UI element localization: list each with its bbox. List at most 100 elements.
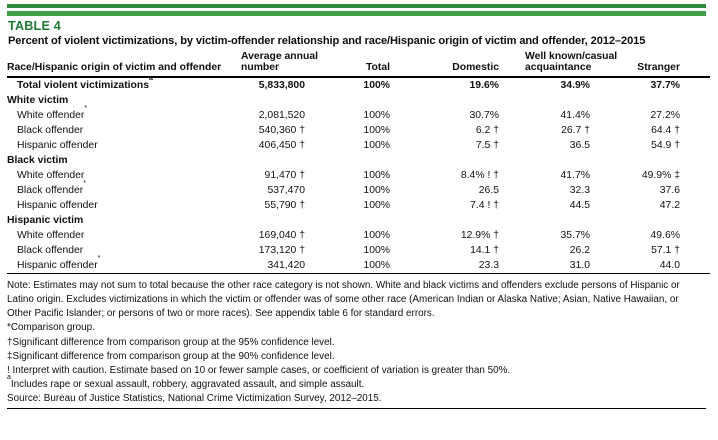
row-label: Black offender [17,244,84,256]
cell-value [600,213,710,228]
table-body: Total violent victimizationsa 5,833,800 10… [7,74,710,274]
report-page: TABLE 4 Percent of violent victimization… [0,4,718,440]
row-label: Hispanic offender* [7,254,232,274]
cell-value: 100% [363,139,390,151]
cell-value: 100% [317,257,397,274]
table-row: Black offender* 537,470 100% 26.5 32.3 37.6 [7,179,710,198]
cell-value: 100% [363,124,390,136]
table-row: Black offender 173,120 † 100% 14.1 † 26.2 57.… [7,243,710,258]
cell-value [232,153,317,168]
row-label: White offender [17,229,85,241]
cell-value [505,213,600,228]
table-row: White offender 169,040 † 100% 12.9% † 35.7% 4… [7,228,710,243]
cell-value: 54.9 † [651,139,680,151]
cell-value: 44.0 [600,257,710,274]
accent-bar-top [7,4,706,8]
row-label: Black offender* [17,179,86,196]
table-row: White victim [7,93,710,108]
table-number-label: TABLE 4 [8,18,61,33]
column-header-avg-number: Average annual number [232,50,318,78]
cell-value: 100% [363,244,390,256]
cell-value [600,153,710,168]
cell-value: 41.4% [560,109,590,121]
row-label: White offender* [17,104,88,121]
table-row: White offender 91,470 † 100% 8.4% ! † 41.7% 4… [7,168,710,183]
table-row: Black offender 540,360 † 100% 6.2 † 26.7 † 64… [7,123,710,138]
cell-value: 26.7 † [561,124,590,136]
row-label-superscript: * [84,104,88,112]
row-label-superscript: * [97,254,101,262]
cell-value: 91,470 † [264,169,305,181]
cell-value: 49.6% [650,229,680,241]
cell-value: 6.2 † [475,124,499,136]
cell-value [232,213,317,228]
cell-value: 26.5 [478,184,499,196]
cell-value: 35.7% [560,229,590,241]
cell-value: 100% [363,229,390,241]
table-row: Hispanic offender 406,450 † 100% 7.5 † 36.5 5… [7,138,710,153]
cell-value: 5,833,800 [258,79,305,91]
cell-value: 12.9% † [460,229,499,241]
cell-value: 100% [363,184,390,196]
victimization-table: Race/Hispanic origin of victim and offen… [7,50,710,274]
cell-value: 31.0 [505,257,600,274]
cell-value: 27.2% [650,109,680,121]
cell-value: 7.5 † [475,139,499,151]
column-header-race-origin: Race/Hispanic origin of victim and offen… [7,50,232,78]
table-row: Hispanic victim [7,213,710,228]
table-notes: Note: Estimates may not sum to total bec… [7,279,706,409]
note-line: *Comparison group. [7,322,95,334]
note-line: ! Interpret with caution. Estimate based… [7,364,511,376]
cell-value: 14.1 † [470,244,499,256]
accent-bar-bottom [7,11,706,16]
cell-value: 47.2 [659,199,680,211]
cell-value [397,153,505,168]
cell-value [505,93,600,108]
cell-value: 32.3 [569,184,590,196]
table-header: Race/Hispanic origin of victim and offen… [7,50,710,78]
cell-value: 341,420 [232,257,317,274]
cell-value: 55,790 † [264,199,305,211]
cell-value: 100% [363,169,390,181]
cell-value [397,213,505,228]
cell-value [317,153,397,168]
row-label-superscript: * [83,179,86,187]
note-superscript: a [7,374,11,382]
row-label: White offender [17,169,85,181]
cell-value: 44.5 [569,199,590,211]
column-header-stranger: Stranger [600,50,710,78]
table-row: Hispanic offender 55,790 † 100% 7.4 ! † 44.5… [7,198,710,213]
cell-value: 7.4 ! † [470,199,499,211]
table-row: Black victim [7,153,710,168]
cell-value: 26.2 [569,244,590,256]
cell-value: 173,120 † [258,244,305,256]
row-label: Black offender [17,124,84,136]
row-label: Black victim [7,154,68,166]
cell-value [505,153,600,168]
column-header-acquaintance: Well known/casual acquaintance [505,50,617,78]
note-line: Note: Estimates may not sum to total bec… [7,279,680,320]
cell-value: 8.4% ! † [460,169,499,181]
table-row: Hispanic offender* 341,420 100% 23.3 31.0 44.… [7,254,710,274]
cell-value: 100% [363,199,390,211]
note-line: ‡Significant difference from comparison … [7,350,335,362]
cell-value: 49.9% ‡ [641,169,680,181]
cell-value: 100% [363,79,390,91]
cell-value: 37.6 [659,184,680,196]
row-label: Total violent victimizationsa [17,74,153,91]
row-label: Hispanic offender [17,199,98,211]
row-label-superscript: a [149,74,153,82]
cell-value: 169,040 † [258,229,305,241]
cell-value: 2,081,520 [258,109,305,121]
cell-value: 537,470 [267,184,305,196]
cell-value: 36.5 [569,139,590,151]
row-label: White victim [7,94,69,106]
column-header-total: Total [317,50,397,78]
cell-value [397,93,505,108]
cell-value: 100% [363,109,390,121]
cell-value [232,93,317,108]
table-row: Total violent victimizationsa 5,833,800 10… [7,74,710,93]
cell-value: 37.7% [650,79,680,91]
table-title: Percent of violent victimizations, by vi… [8,34,646,47]
cell-value: 19.6% [469,79,499,91]
